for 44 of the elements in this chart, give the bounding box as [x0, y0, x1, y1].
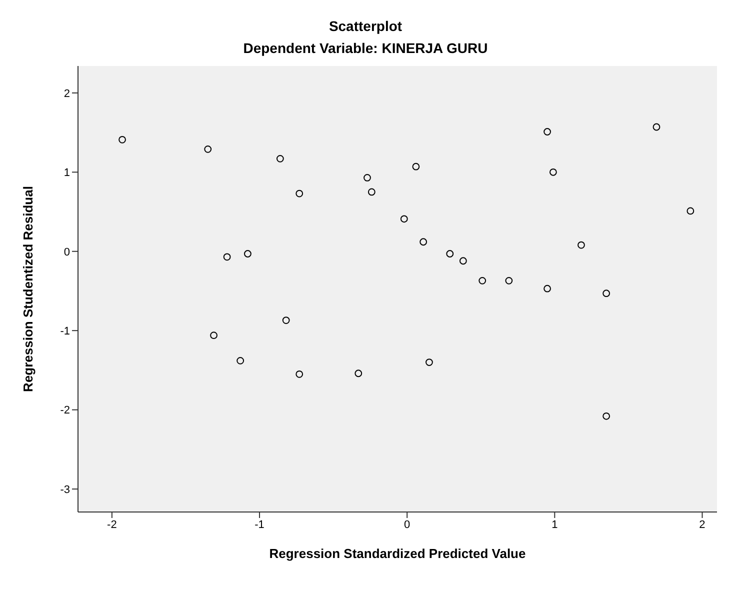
- y-tick-label: -3: [60, 484, 70, 496]
- y-tick-label: 2: [64, 88, 70, 100]
- point: [446, 250, 454, 258]
- y-tick-label: -1: [60, 325, 70, 338]
- x-tick-label: -2: [107, 518, 117, 531]
- point: [364, 174, 371, 182]
- point: [236, 356, 244, 364]
- point: [505, 276, 513, 284]
- point: [282, 316, 290, 324]
- y-tick-label: 0: [64, 246, 70, 258]
- point: [296, 370, 304, 378]
- point: [686, 207, 694, 215]
- point: [244, 250, 252, 258]
- point: [420, 238, 428, 246]
- x-axis-title: Regression Standardized Predicted Value: [269, 546, 526, 561]
- point: [276, 154, 284, 162]
- y-tick-label: -2: [60, 404, 70, 417]
- point: [412, 162, 420, 170]
- point: [204, 145, 212, 153]
- chart-subtitle: Dependent Variable: KINERJA GURU: [242, 40, 489, 58]
- point: [602, 290, 610, 298]
- point: [400, 215, 408, 223]
- x-tick-label: 2: [699, 518, 706, 531]
- x-tick-label: -1: [254, 518, 264, 531]
- point: [478, 276, 486, 284]
- point: [118, 136, 126, 144]
- point: [368, 188, 376, 196]
- y-tick-label: 1: [64, 167, 70, 180]
- point: [652, 123, 660, 131]
- point: [602, 412, 610, 420]
- x-tick-label: 1: [552, 518, 558, 531]
- point: [549, 168, 557, 176]
- point: [354, 370, 362, 378]
- point: [210, 332, 218, 340]
- point: [578, 241, 585, 249]
- point: [296, 190, 304, 198]
- point: [459, 257, 467, 265]
- point: [544, 128, 551, 136]
- y-axis-title: Regression Studentized Residual: [20, 186, 36, 392]
- point: [544, 284, 551, 292]
- point: [426, 358, 433, 366]
- chart-title: Scatterplot: [328, 17, 404, 36]
- x-tick-label: 0: [404, 518, 410, 531]
- point: [223, 253, 231, 261]
